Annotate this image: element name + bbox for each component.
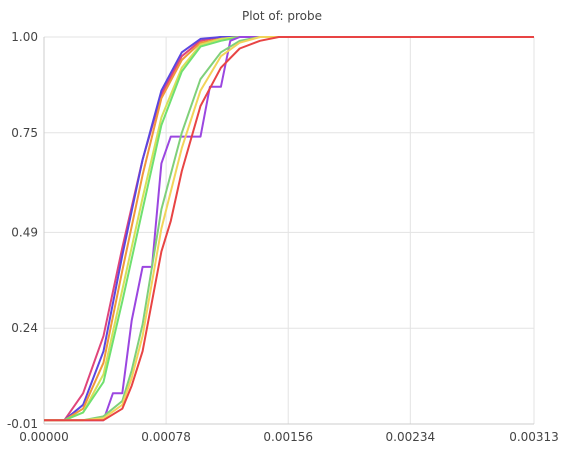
series-line-7 [44, 36, 534, 422]
series-line-6 [44, 36, 534, 422]
tick-labels: -0.01 0.24 0.49 0.75 1.00 0.00000 0.00078 0.001… [7, 30, 559, 444]
axes [43, 37, 534, 425]
series-line-3 [44, 36, 534, 422]
chart-title: Plot of: probe [242, 9, 322, 23]
series-line-1 [44, 36, 534, 422]
x-tick-label: 0.00156 [263, 430, 313, 444]
y-tick-label: 0.24 [11, 321, 38, 335]
y-tick-label: 0.75 [11, 126, 38, 140]
series-line-8 [44, 36, 534, 422]
y-tick-label: -0.01 [7, 417, 38, 431]
series-line-2 [44, 36, 534, 422]
x-tick-label: 0.00000 [19, 430, 69, 444]
x-tick-label: 0.00078 [141, 430, 191, 444]
series-line-4 [44, 36, 534, 422]
x-tick-label: 0.00313 [509, 430, 559, 444]
series-line-5 [44, 36, 534, 422]
series-lines [44, 36, 534, 422]
x-tick-label: 0.00234 [386, 430, 436, 444]
y-tick-label: 1.00 [11, 30, 38, 44]
y-tick-label: 0.49 [11, 225, 38, 239]
series-line-9 [44, 36, 534, 422]
grid-lines [43, 36, 535, 425]
